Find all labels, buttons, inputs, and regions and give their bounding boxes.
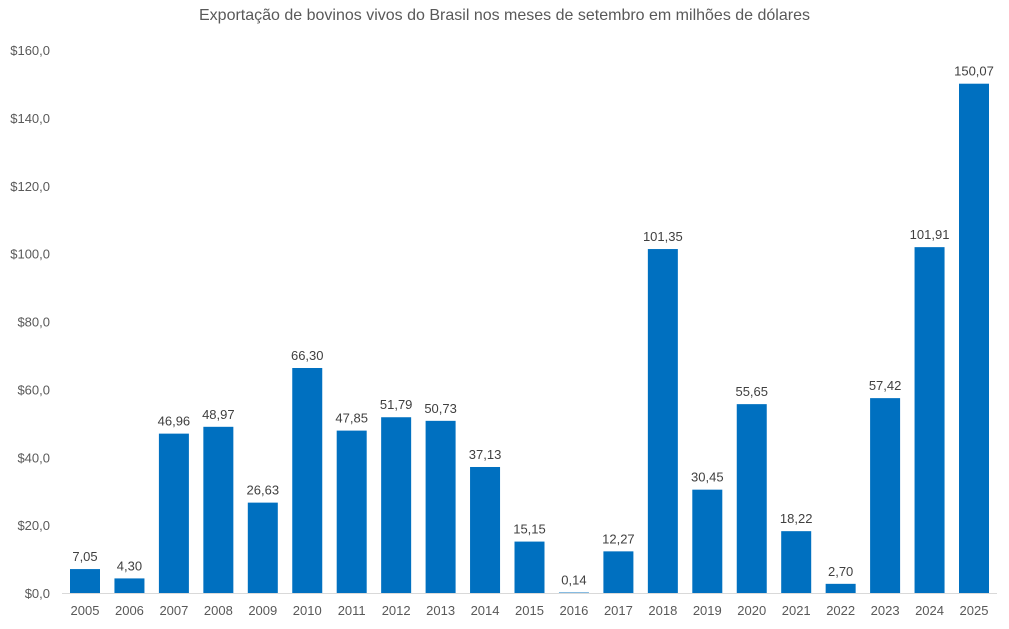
bar-2018 [647, 249, 678, 593]
data-label: 26,63 [247, 483, 280, 498]
x-tick-label: 2010 [293, 603, 322, 618]
data-label: 66,30 [291, 348, 324, 363]
bar-2006 [114, 578, 145, 593]
data-label: 2,70 [828, 564, 853, 579]
bar-2014 [470, 466, 501, 593]
bar-2025 [959, 83, 989, 593]
y-tick-label: $140,0 [10, 111, 50, 126]
x-tick-label: 2020 [737, 603, 766, 618]
bar-2007 [158, 433, 189, 593]
x-tick-label: 2015 [515, 603, 544, 618]
y-tick-label: $60,0 [17, 382, 50, 397]
data-label: 101,35 [643, 229, 683, 244]
x-tick-label: 2022 [826, 603, 855, 618]
data-label: 18,22 [780, 511, 813, 526]
y-tick-label: $0,0 [25, 586, 50, 601]
x-tick-label: 2021 [782, 603, 811, 618]
y-tick-label: $40,0 [17, 450, 50, 465]
x-tick-label: 2017 [604, 603, 633, 618]
bar-2013 [425, 420, 456, 593]
x-tick-label: 2016 [559, 603, 588, 618]
data-label: 15,15 [513, 522, 546, 537]
data-label: 46,96 [158, 414, 191, 429]
bar-2023 [870, 398, 901, 593]
y-tick-label: $20,0 [17, 518, 50, 533]
data-label: 48,97 [202, 407, 235, 422]
data-label: 101,91 [910, 227, 950, 242]
bar-2024 [914, 247, 945, 593]
bar-2011 [336, 430, 367, 593]
data-label: 51,79 [380, 397, 413, 412]
x-tick-label: 2014 [471, 603, 500, 618]
x-tick-label: 2009 [248, 603, 277, 618]
bar-2022 [825, 583, 856, 593]
x-tick-label: 2019 [693, 603, 722, 618]
x-tick-label: 2007 [159, 603, 188, 618]
x-tick-label: 2005 [71, 603, 100, 618]
x-tick-label: 2006 [115, 603, 144, 618]
bar-2019 [692, 489, 723, 593]
x-tick-label: 2012 [382, 603, 411, 618]
data-label: 0,14 [561, 573, 586, 588]
bar-2009 [247, 502, 278, 593]
x-tick-label: 2024 [915, 603, 944, 618]
x-tick-label: 2025 [960, 603, 989, 618]
bar-2021 [781, 531, 812, 593]
data-label: 30,45 [691, 470, 724, 485]
x-tick-label: 2013 [426, 603, 455, 618]
x-tick-label: 2018 [648, 603, 677, 618]
y-tick-label: $120,0 [10, 179, 50, 194]
data-label: 37,13 [469, 447, 502, 462]
data-label: 4,30 [117, 558, 142, 573]
chart-title: Exportação de bovinos vivos do Brasil no… [199, 7, 810, 24]
data-label: 50,73 [424, 401, 457, 416]
y-tick-label: $160,0 [10, 43, 50, 58]
data-label: 47,85 [335, 411, 368, 426]
bar-2005 [70, 569, 100, 593]
data-label: 55,65 [735, 384, 768, 399]
data-label: 57,42 [869, 378, 902, 393]
bar-2012 [381, 417, 412, 593]
bar-2008 [203, 426, 234, 593]
x-tick-label: 2011 [338, 603, 366, 618]
bar-2020 [736, 404, 767, 593]
bar-2017 [603, 551, 634, 593]
x-tick-label: 2008 [204, 603, 233, 618]
data-label: 7,05 [72, 549, 97, 564]
y-tick-label: $80,0 [17, 315, 50, 330]
y-tick-label: $100,0 [10, 247, 50, 262]
bar-2015 [514, 541, 545, 593]
data-label: 150,07 [954, 64, 994, 79]
data-label: 12,27 [602, 531, 635, 546]
x-tick-label: 2023 [871, 603, 900, 618]
bar-2010 [292, 367, 323, 593]
